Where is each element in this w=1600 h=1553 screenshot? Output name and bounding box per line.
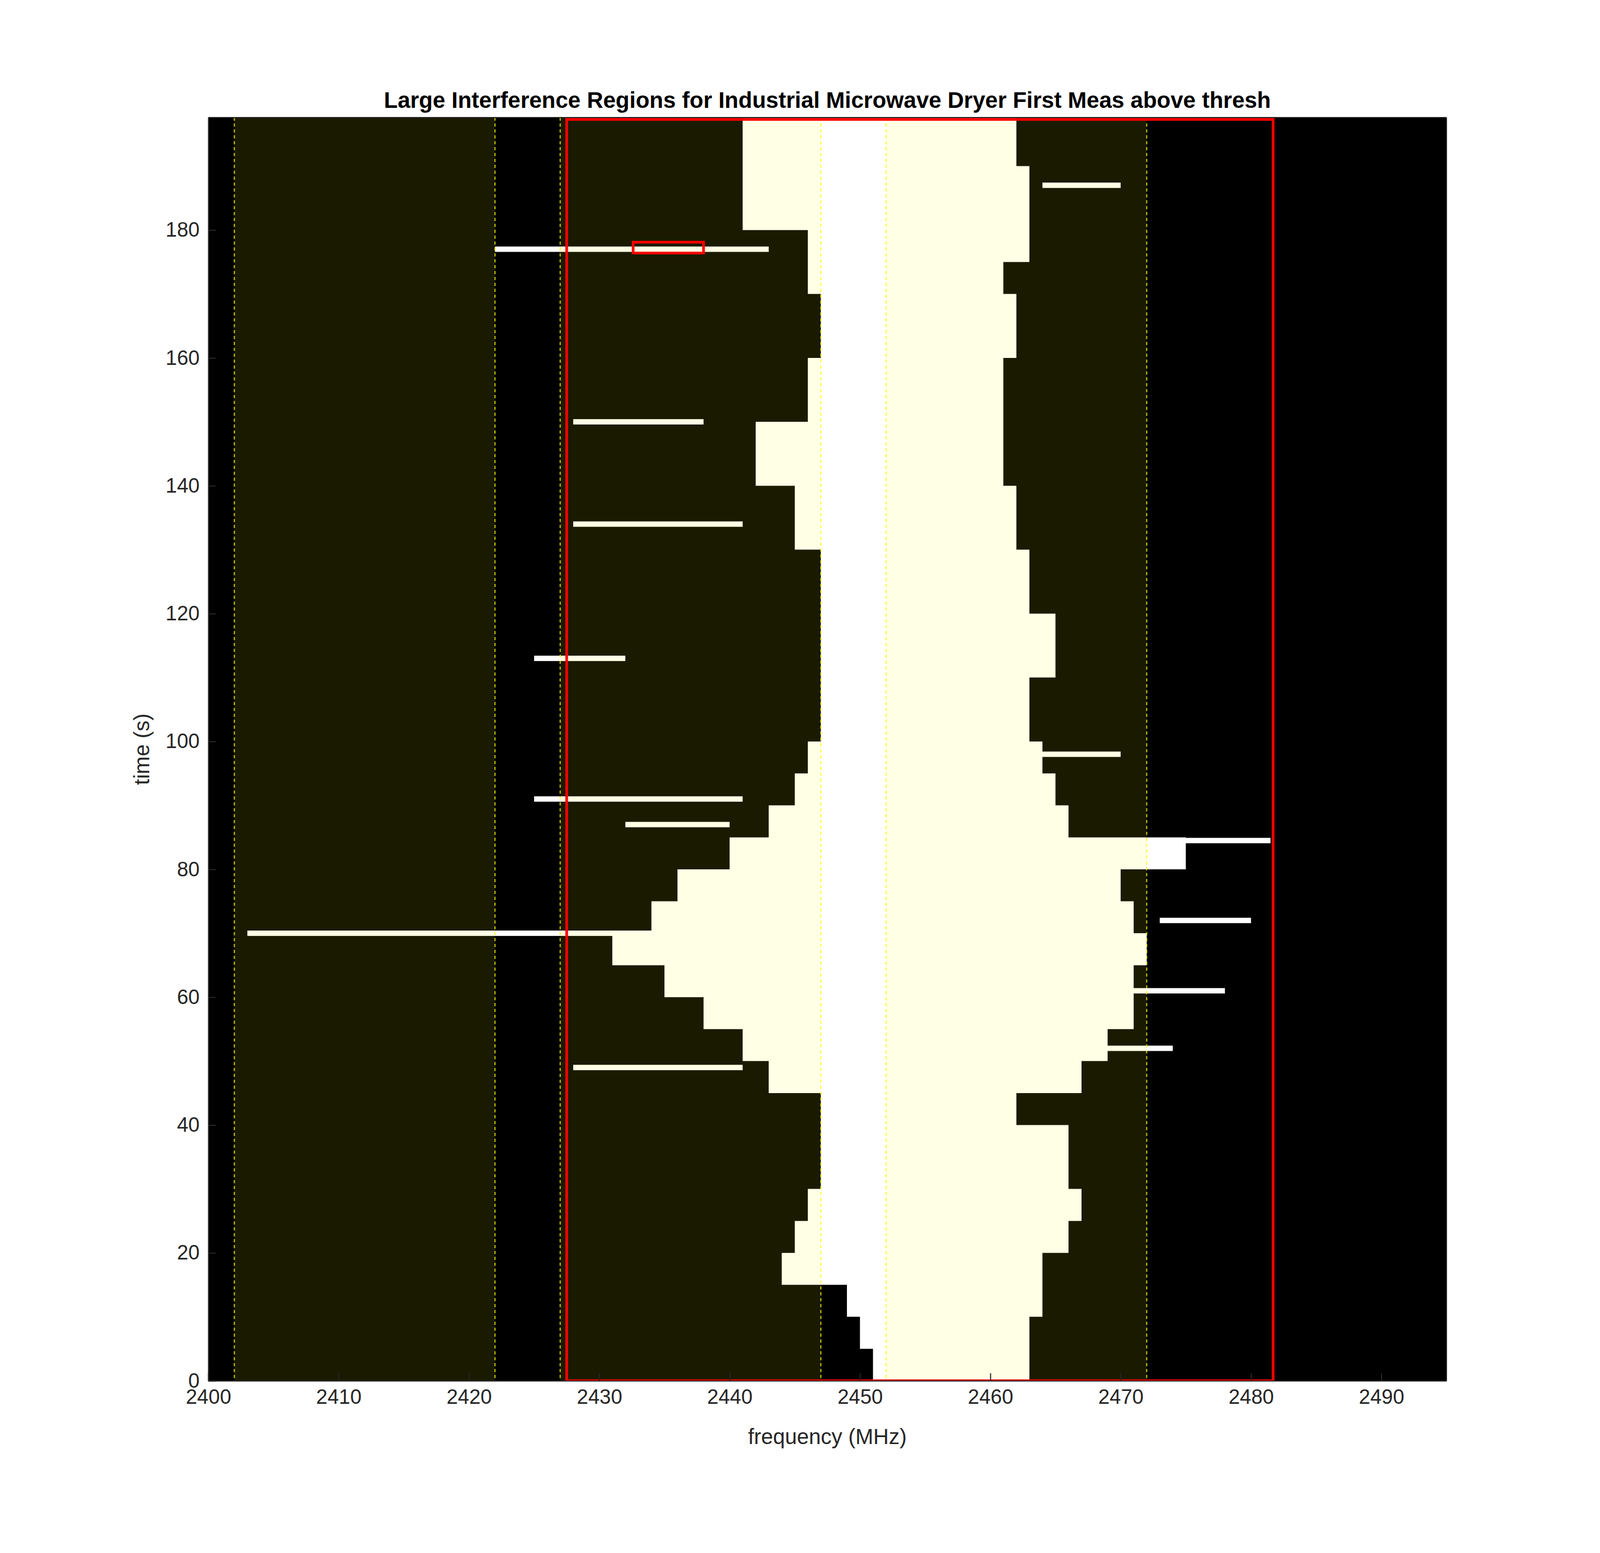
y-tick-mark xyxy=(208,357,216,359)
x-tick-label: 2430 xyxy=(576,1385,623,1409)
channel-overlay xyxy=(560,117,822,1382)
x-tick-label: 2480 xyxy=(1228,1385,1275,1409)
streak xyxy=(1146,837,1271,844)
region-box xyxy=(633,242,704,253)
y-tick-label: 140 xyxy=(165,474,200,498)
channel-edge xyxy=(1145,117,1147,1382)
x-tick: 2410 xyxy=(316,1373,362,1409)
chart: 2400241024202430244024502460247024802490… xyxy=(0,0,1600,1553)
y-tick-label: 80 xyxy=(177,858,200,881)
y-tick-label: 180 xyxy=(165,218,200,241)
x-tick-label: 2440 xyxy=(707,1385,754,1409)
x-axis-line xyxy=(208,1381,1448,1383)
x-tick-mark xyxy=(1120,1373,1122,1382)
channel-edge xyxy=(820,117,822,1382)
y-tick-label: 20 xyxy=(177,1241,200,1265)
channel-overlay xyxy=(886,117,1147,1382)
y-tick: 80 xyxy=(177,858,216,881)
y-tick: 100 xyxy=(165,729,216,753)
x-tick-mark xyxy=(598,1373,601,1382)
plot-background xyxy=(208,117,1447,1382)
x-tick: 2470 xyxy=(1098,1373,1144,1409)
x-tick-mark xyxy=(729,1373,731,1382)
x-tick: 2440 xyxy=(707,1373,754,1409)
y-tick-mark xyxy=(208,613,216,615)
y-tick-label: 100 xyxy=(165,729,200,753)
y-tick: 140 xyxy=(165,474,216,498)
y-tick: 120 xyxy=(165,602,216,625)
x-tick-mark xyxy=(1250,1373,1252,1382)
channel-edge xyxy=(559,117,561,1382)
x-tick-mark xyxy=(859,1373,861,1382)
x-tick-label: 2490 xyxy=(1359,1385,1405,1409)
y-tick-mark xyxy=(208,1381,216,1383)
frame xyxy=(208,117,1447,119)
x-tick: 2450 xyxy=(837,1373,883,1409)
y-tick-label: 0 xyxy=(188,1369,200,1393)
y-axis-title: time (s) xyxy=(129,713,154,785)
title: Large Interference Regions for Industria… xyxy=(383,87,1271,113)
x-tick: 2480 xyxy=(1228,1373,1275,1409)
frame xyxy=(1445,117,1448,1382)
x-tick: 2420 xyxy=(446,1373,493,1409)
x-tick-mark xyxy=(990,1373,992,1382)
y-tick-mark xyxy=(208,229,216,231)
x-tick-label: 2450 xyxy=(837,1385,883,1409)
y-tick-label: 40 xyxy=(177,1113,200,1137)
y-tick-label: 60 xyxy=(177,985,200,1009)
channel-edge xyxy=(885,117,887,1382)
channel-overlay xyxy=(234,117,496,1382)
x-tick-label: 2470 xyxy=(1098,1385,1144,1409)
y-tick-mark xyxy=(208,741,216,743)
channel-edge xyxy=(234,117,236,1382)
y-tick-label: 120 xyxy=(165,602,200,625)
x-axis-title: frequency (MHz) xyxy=(748,1425,908,1449)
x-tick-mark xyxy=(468,1373,470,1382)
y-tick-mark xyxy=(208,1124,216,1127)
x-tick-mark xyxy=(1381,1373,1383,1382)
y-tick: 160 xyxy=(165,346,216,370)
y-tick: 40 xyxy=(177,1113,216,1137)
streak xyxy=(1159,917,1252,924)
y-tick-label: 160 xyxy=(165,346,200,370)
y-tick: 20 xyxy=(177,1241,216,1265)
plot-area: 2400241024202430244024502460247024802490… xyxy=(165,117,1448,1409)
x-tick-mark xyxy=(338,1373,340,1382)
channel-edge xyxy=(494,117,496,1382)
y-axis-line xyxy=(208,118,210,1382)
x-tick: 2490 xyxy=(1359,1373,1405,1409)
x-axis: 2400241024202430244024502460247024802490 xyxy=(185,1373,1447,1409)
x-tick: 2430 xyxy=(576,1373,623,1409)
region-box xyxy=(566,119,1274,1382)
y-tick: 60 xyxy=(177,985,216,1009)
y-tick-mark xyxy=(208,1252,216,1254)
y-tick-mark xyxy=(208,868,216,871)
x-tick: 2460 xyxy=(967,1373,1014,1409)
y-axis: 0 20 40 60 80 100 120 140 160 180 xyxy=(165,118,216,1393)
y-tick: 0 xyxy=(188,1369,216,1393)
plot-content xyxy=(208,117,1447,1382)
y-tick-mark xyxy=(208,997,216,999)
x-tick-label: 2410 xyxy=(316,1385,362,1409)
x-tick-label: 2420 xyxy=(446,1385,493,1409)
x-tick-label: 2460 xyxy=(967,1385,1014,1409)
y-tick: 180 xyxy=(165,218,216,241)
y-tick-mark xyxy=(208,485,216,487)
